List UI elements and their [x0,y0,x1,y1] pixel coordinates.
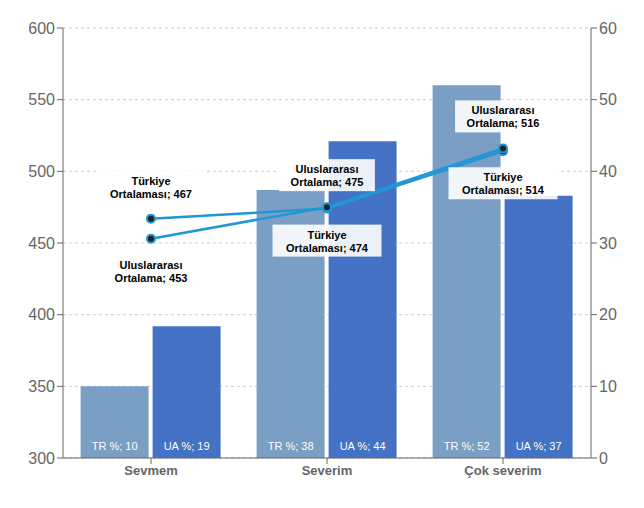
svg-text:300: 300 [28,450,55,467]
svg-text:TürkiyeOrtalaması; 514: TürkiyeOrtalaması; 514 [462,171,545,196]
svg-text:500: 500 [28,163,55,180]
svg-text:350: 350 [28,378,55,395]
svg-text:UluslararasıOrtalama; 453: UluslararasıOrtalama; 453 [115,259,188,284]
svg-text:UA %; 44: UA %; 44 [340,440,386,452]
svg-text:UluslararasıOrtalama; 475: UluslararasıOrtalama; 475 [291,163,364,188]
svg-text:450: 450 [28,235,55,252]
svg-text:UluslararasıOrtalama; 516: UluslararasıOrtalama; 516 [467,104,540,129]
svg-text:40: 40 [599,163,617,180]
svg-text:UA %; 37: UA %; 37 [516,440,562,452]
svg-text:50: 50 [599,91,617,108]
svg-text:600: 600 [28,20,55,37]
svg-text:TR %; 52: TR %; 52 [444,440,490,452]
svg-text:TürkiyeOrtalaması; 467: TürkiyeOrtalaması; 467 [110,175,192,200]
svg-text:Sevmem: Sevmem [124,463,177,478]
svg-text:60: 60 [599,20,617,37]
svg-text:20: 20 [599,306,617,323]
svg-text:0: 0 [599,450,608,467]
svg-text:550: 550 [28,91,55,108]
svg-text:10: 10 [599,378,617,395]
svg-text:UA %; 19: UA %; 19 [164,440,210,452]
svg-text:TR %; 10: TR %; 10 [92,440,138,452]
svg-text:Severim: Severim [302,463,353,478]
svg-text:TürkiyeOrtalaması; 474: TürkiyeOrtalaması; 474 [286,229,369,254]
svg-text:30: 30 [599,235,617,252]
svg-text:Çok severim: Çok severim [464,463,541,478]
svg-text:TR %; 38: TR %; 38 [268,440,314,452]
svg-text:400: 400 [28,306,55,323]
